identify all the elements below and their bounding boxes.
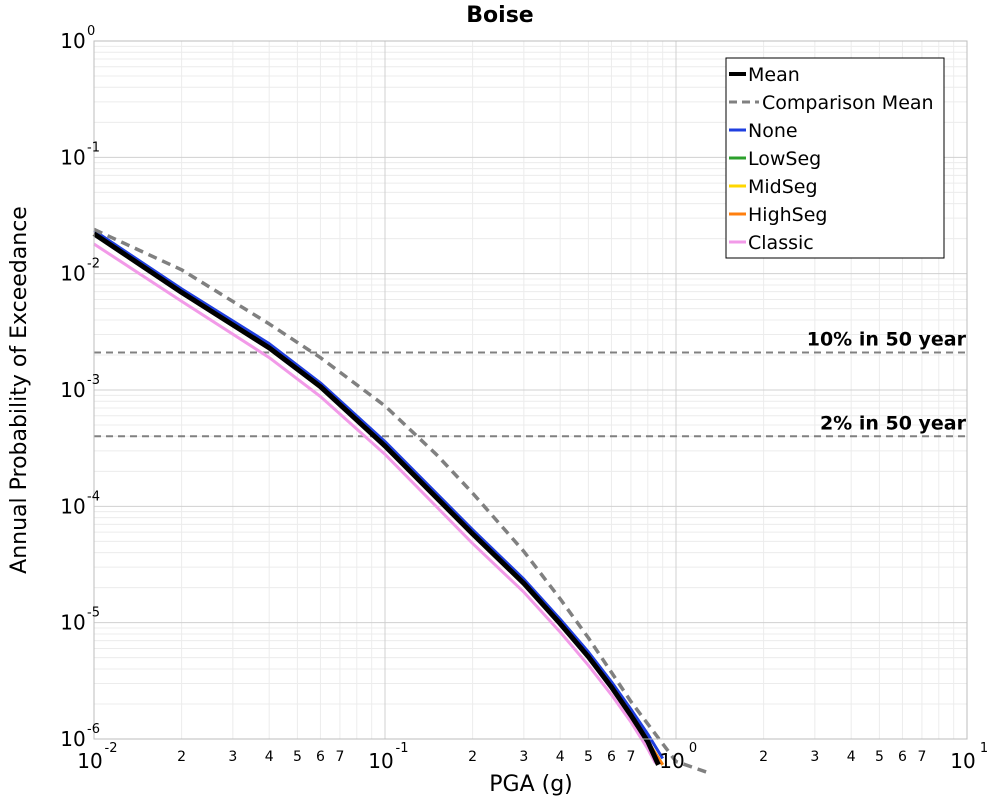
x-minor-tick-label: 2 — [468, 749, 477, 765]
x-minor-tick-label: 2 — [759, 749, 768, 765]
x-minor-tick-label: 6 — [607, 749, 616, 765]
x-tick-exponent: -2 — [105, 741, 118, 756]
y-tick-exponent: 0 — [87, 24, 95, 39]
x-tick-label: 10 — [950, 749, 975, 773]
series-line-mean — [92, 231, 661, 766]
x-tick-exponent: -1 — [396, 741, 409, 756]
x-minor-tick-label: 4 — [265, 749, 274, 765]
series-lines — [92, 227, 710, 775]
y-tick-label: 10 — [60, 145, 85, 169]
x-tick-label: 10 — [77, 749, 102, 773]
x-minor-tick-label: 5 — [875, 749, 884, 765]
x-minor-tick-label: 3 — [228, 749, 237, 765]
y-tick-label: 10 — [60, 29, 85, 53]
x-minor-tick-label: 7 — [335, 749, 344, 765]
legend-label: MidSeg — [748, 176, 818, 198]
reference-line-label: 10% in 50 year — [807, 329, 967, 351]
x-minor-tick-label: 2 — [177, 749, 186, 765]
x-minor-tick-label: 7 — [917, 749, 926, 765]
legend-label: LowSeg — [748, 148, 821, 170]
y-tick-exponent: -2 — [87, 257, 100, 272]
x-minor-tick-label: 5 — [584, 749, 593, 765]
x-minor-tick-label: 6 — [316, 749, 325, 765]
x-minor-tick-label: 7 — [626, 749, 635, 765]
x-minor-tick-label: 3 — [519, 749, 528, 765]
y-tick-exponent: -6 — [87, 722, 100, 737]
legend-label: Comparison Mean — [762, 92, 934, 114]
y-tick-exponent: -3 — [87, 373, 100, 388]
chart-title: Boise — [466, 3, 533, 28]
x-minor-tick-label: 4 — [556, 749, 565, 765]
x-minor-tick-label: 5 — [293, 749, 302, 765]
legend-box — [725, 57, 945, 259]
x-minor-tick-label: 3 — [810, 749, 819, 765]
legend: Mean Comparison Mean None LowSeg MidSeg HighS… — [725, 57, 945, 259]
plot-frame — [93, 40, 968, 740]
series-line-classic — [93, 242, 657, 764]
y-tick-exponent: -1 — [87, 140, 100, 155]
x-tick-exponent: 1 — [980, 741, 988, 756]
series-line-none — [93, 229, 664, 760]
x-tick-label: 10 — [659, 749, 684, 773]
legend-label: Mean — [748, 64, 800, 86]
x-minor-tick-label: 4 — [847, 749, 856, 765]
y-tick-label: 10 — [60, 378, 85, 402]
y-tick-label: 10 — [60, 611, 85, 635]
x-tick-exponent: 0 — [689, 741, 697, 756]
y-axis-label: Annual Probability of Exceedance — [7, 206, 32, 574]
reference-line-label: 2% in 50 year — [820, 412, 967, 434]
plot-border — [93, 40, 968, 740]
y-tick-label: 10 — [60, 727, 85, 751]
legend-label: Classic — [748, 232, 814, 254]
x-minor-tick-label: 6 — [898, 749, 907, 765]
reference-lines: 10% in 50 year 2% in 50 year — [94, 329, 967, 438]
y-tick-label: 10 — [60, 494, 85, 518]
x-tick-label: 10 — [368, 749, 393, 773]
y-tick-exponent: -5 — [87, 606, 100, 621]
legend-label: HighSeg — [748, 204, 827, 226]
x-axis-label: PGA (g) — [489, 772, 573, 797]
y-tick-exponent: -4 — [87, 489, 100, 504]
series-line-comparison-mean — [93, 227, 710, 775]
legend-label: None — [748, 120, 798, 142]
y-tick-label: 10 — [60, 262, 85, 286]
